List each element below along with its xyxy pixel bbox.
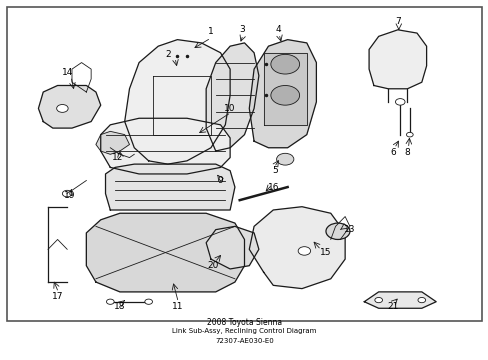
Text: 17: 17 [52,292,63,301]
Circle shape [144,299,152,304]
Polygon shape [249,40,316,148]
Text: 12: 12 [112,153,123,162]
Circle shape [62,190,72,197]
Circle shape [106,299,114,304]
Circle shape [57,104,68,112]
Text: 1: 1 [208,27,213,36]
Text: 7: 7 [394,17,400,26]
Text: 5: 5 [272,166,278,175]
Circle shape [417,297,425,303]
Polygon shape [263,53,306,125]
Circle shape [270,54,299,74]
Circle shape [406,132,412,137]
Polygon shape [39,85,101,128]
Circle shape [395,99,404,105]
Text: 20: 20 [207,261,219,270]
Text: 10: 10 [224,104,235,113]
Circle shape [276,153,293,165]
Polygon shape [86,213,244,292]
Polygon shape [96,131,129,154]
Text: 11: 11 [171,302,183,311]
Text: 9: 9 [217,176,223,185]
Polygon shape [364,292,435,308]
Text: 13: 13 [344,225,355,234]
Polygon shape [105,164,234,210]
Text: 15: 15 [320,248,331,257]
Text: 21: 21 [386,302,398,311]
Polygon shape [249,207,345,289]
Circle shape [325,223,349,239]
Text: 2008 Toyota Sienna: 2008 Toyota Sienna [206,318,282,327]
Text: 18: 18 [114,302,125,311]
Circle shape [374,297,382,303]
Text: 6: 6 [389,148,395,157]
Polygon shape [368,30,426,89]
Polygon shape [206,43,258,151]
Text: 2: 2 [164,50,170,59]
Text: 16: 16 [267,183,279,192]
Text: 3: 3 [239,25,244,34]
Polygon shape [206,226,258,269]
Polygon shape [101,118,230,174]
Text: 4: 4 [275,25,280,34]
Polygon shape [124,40,230,164]
Circle shape [298,247,310,255]
Text: 14: 14 [61,68,73,77]
Circle shape [270,85,299,105]
Text: Link Sub-Assy, Reclining Control Diagram: Link Sub-Assy, Reclining Control Diagram [172,328,316,334]
Text: 72307-AE030-E0: 72307-AE030-E0 [215,338,273,344]
Text: 19: 19 [64,191,75,200]
Text: 8: 8 [404,148,409,157]
